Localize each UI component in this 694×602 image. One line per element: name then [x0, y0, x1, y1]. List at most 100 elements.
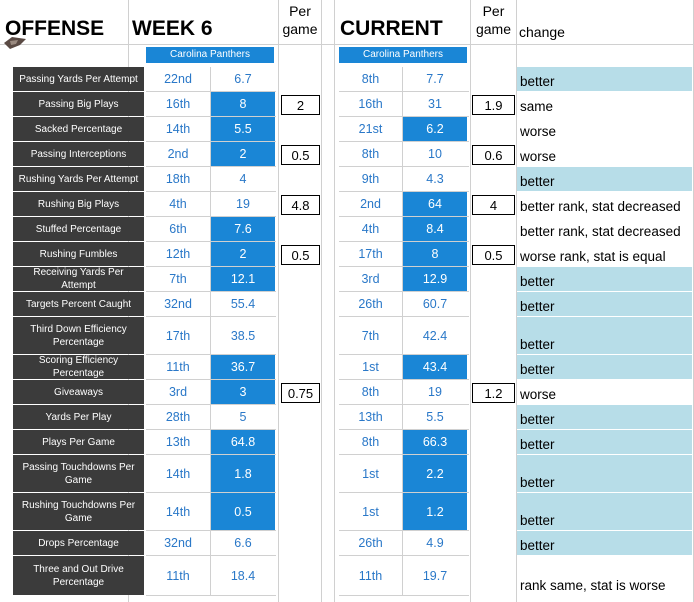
row-divider	[146, 141, 276, 142]
week-rank: 18th	[165, 172, 191, 186]
current-value: 4.3	[426, 172, 444, 186]
current-rank: 9th	[361, 172, 380, 186]
current-value: 4.9	[426, 536, 444, 550]
col-divider	[402, 292, 403, 316]
row-divider	[146, 379, 276, 380]
current-header: CURRENT	[340, 17, 443, 40]
week-rank: 6th	[169, 222, 187, 236]
row-divider	[339, 91, 469, 92]
col-divider	[210, 430, 211, 454]
change-cell: worse	[520, 149, 557, 164]
row-divider	[146, 555, 276, 556]
week-value: 18.4	[230, 568, 256, 583]
col-divider	[210, 355, 211, 379]
col-divider	[402, 317, 403, 354]
week-rank: 14th	[165, 504, 191, 519]
change-cell: better	[517, 167, 692, 191]
week-value: 7.6	[211, 217, 275, 241]
stat-label: Rushing Fumbles	[13, 242, 144, 266]
col-divider	[402, 405, 403, 429]
current-rank: 1st	[362, 360, 379, 374]
col-divider	[402, 217, 403, 241]
week-rank: 14th	[165, 122, 191, 136]
per-game-current: 4	[472, 195, 515, 215]
change-cell: worse rank, stat is equal	[520, 249, 666, 264]
col-divider	[402, 67, 403, 91]
change-cell: better	[517, 430, 692, 454]
change-cell: better	[517, 355, 692, 379]
stat-label: Plays Per Game	[13, 430, 144, 454]
row-divider	[146, 316, 276, 317]
current-value: 31	[428, 97, 442, 111]
stat-label: Stuffed Percentage	[13, 217, 144, 241]
col-divider	[402, 493, 403, 530]
per-game-current: 0.6	[472, 145, 515, 165]
week-rank: 7th	[169, 272, 187, 286]
current-value: 60.7	[422, 297, 448, 311]
col-divider	[210, 242, 211, 266]
week-rank: 32nd	[164, 297, 192, 311]
stat-label: Passing Interceptions	[13, 142, 144, 166]
per-game-week: 0.75	[281, 383, 320, 403]
week-rank: 14th	[165, 466, 191, 481]
week-rank: 32nd	[164, 536, 192, 550]
week-rank: 13th	[165, 435, 191, 449]
col-divider	[210, 292, 211, 316]
change-cell: better rank, stat decreased	[520, 199, 681, 214]
per-game-header-right: Per game	[471, 2, 516, 38]
current-rank: 17th	[358, 247, 383, 261]
row-divider	[339, 191, 469, 192]
change-header: change	[519, 24, 565, 40]
change-cell: better	[517, 493, 692, 530]
stat-label: Receiving Yards Per Attempt	[13, 267, 144, 291]
current-rank: 4th	[361, 222, 380, 236]
col-divider	[402, 380, 403, 404]
current-rank: 16th	[358, 97, 383, 111]
current-rank: 11th	[358, 568, 383, 583]
col-divider	[210, 556, 211, 595]
row-divider	[339, 404, 469, 405]
change-cell: better	[517, 267, 692, 291]
week-value: 36.7	[211, 355, 275, 379]
week-rank: 3rd	[168, 385, 188, 399]
row-divider	[339, 141, 469, 142]
change-cell: better rank, stat decreased	[520, 224, 681, 239]
col-divider	[402, 242, 403, 266]
row-divider	[146, 191, 276, 192]
week-value: 19	[236, 197, 250, 211]
col-divider	[210, 142, 211, 166]
change-cell: rank same, stat is worse	[520, 578, 666, 593]
row-divider	[339, 116, 469, 117]
col-divider	[402, 117, 403, 141]
row-divider	[146, 166, 276, 167]
row-divider	[146, 91, 276, 92]
current-rank: 8th	[361, 385, 380, 399]
col-divider	[210, 92, 211, 116]
week-rank: 4th	[169, 197, 187, 211]
current-value: 7.7	[426, 72, 444, 86]
week-rank: 17th	[165, 328, 191, 343]
row-divider	[339, 555, 469, 556]
current-rank: 8th	[361, 72, 380, 86]
current-rank: 26th	[358, 297, 383, 311]
col-divider	[210, 167, 211, 191]
col-divider	[210, 317, 211, 354]
current-rank: 1st	[362, 466, 379, 481]
week-value: 1.8	[211, 455, 275, 492]
row-divider	[146, 454, 276, 455]
change-cell: better	[517, 317, 692, 354]
row-divider	[339, 379, 469, 380]
stat-label: Rushing Big Plays	[13, 192, 144, 216]
per-game-week: 2	[281, 95, 320, 115]
row-divider	[146, 595, 276, 596]
row-divider	[339, 354, 469, 355]
change-cell: same	[520, 99, 554, 114]
current-value: 64	[403, 192, 467, 216]
current-rank: 3rd	[361, 272, 380, 286]
col-divider	[402, 355, 403, 379]
col-divider	[210, 117, 211, 141]
col-divider	[210, 493, 211, 530]
stat-label: Drops Percentage	[13, 531, 144, 555]
current-value: 5.5	[426, 410, 444, 424]
week-rank: 22nd	[164, 72, 192, 86]
